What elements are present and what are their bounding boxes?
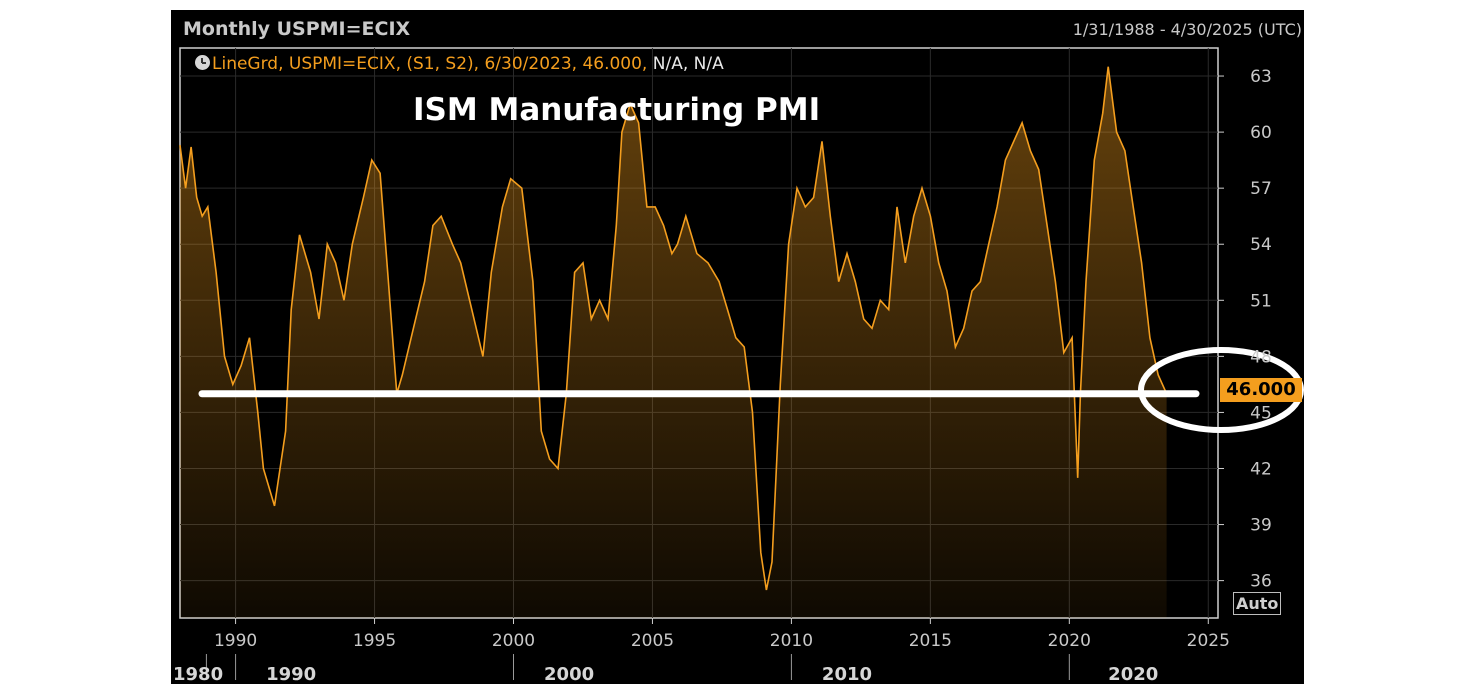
x-tick-label: 1990 (214, 631, 257, 651)
y-tick-label: 60 (1250, 123, 1272, 143)
y-tick-label: 45 (1250, 403, 1272, 423)
y-axis: 63 60 57 54 51 48 45 42 39 36 (1218, 67, 1272, 592)
x-tick-label: 1995 (353, 631, 396, 651)
decade-label: 1990 (266, 664, 316, 684)
decade-label: 2010 (822, 664, 872, 684)
date-range: 1/31/1988 - 4/30/2025 (UTC) (1072, 20, 1302, 39)
x-tick-label: 2015 (909, 631, 952, 651)
x-tick-label: 2010 (770, 631, 813, 651)
x-tick-label: 2005 (631, 631, 674, 651)
annotation-title: ISM Manufacturing PMI (413, 92, 821, 128)
last-value-tag: 46.000 (1220, 378, 1302, 402)
y-tick-label: 36 (1250, 572, 1272, 592)
series-line (179, 66, 1168, 591)
clock-icon[interactable] (195, 55, 210, 70)
chart-header-title: Monthly USPMI=ECIX (183, 18, 411, 40)
x-tick-label: 2020 (1048, 631, 1091, 651)
y-tick-label: 57 (1250, 179, 1272, 199)
auto-scale-button[interactable]: Auto (1233, 592, 1282, 615)
y-tick-label: 51 (1250, 291, 1272, 311)
decade-label: 1980 (173, 664, 223, 684)
legend-series-text: LineGrd, USPMI=ECIX, (S1, S2), 6/30/2023… (212, 54, 648, 74)
x-tick-label: 2000 (492, 631, 535, 651)
decade-label: 2000 (544, 664, 594, 684)
x-tick-label: 2025 (1187, 631, 1230, 651)
decade-label: 2020 (1108, 664, 1158, 684)
series-area (180, 66, 1167, 618)
legend: LineGrd, USPMI=ECIX, (S1, S2), 6/30/2023… (195, 54, 724, 74)
x-axis: 1990 1995 2000 2005 2010 2015 2020 2025 1980 1990… (173, 618, 1230, 684)
y-tick-label: 42 (1250, 459, 1272, 479)
y-tick-label: 39 (1250, 516, 1272, 536)
chart-panel: 63 60 57 54 51 48 45 42 39 36 1990 1995 2000 2005 201… (171, 10, 1304, 684)
y-tick-label: 48 (1250, 347, 1272, 367)
legend-na-text: N/A, N/A (647, 54, 724, 74)
y-tick-label: 54 (1250, 235, 1272, 255)
y-tick-label: 63 (1250, 67, 1272, 87)
pmi-chart: 63 60 57 54 51 48 45 42 39 36 1990 1995 2000 2005 201… (173, 47, 1304, 684)
